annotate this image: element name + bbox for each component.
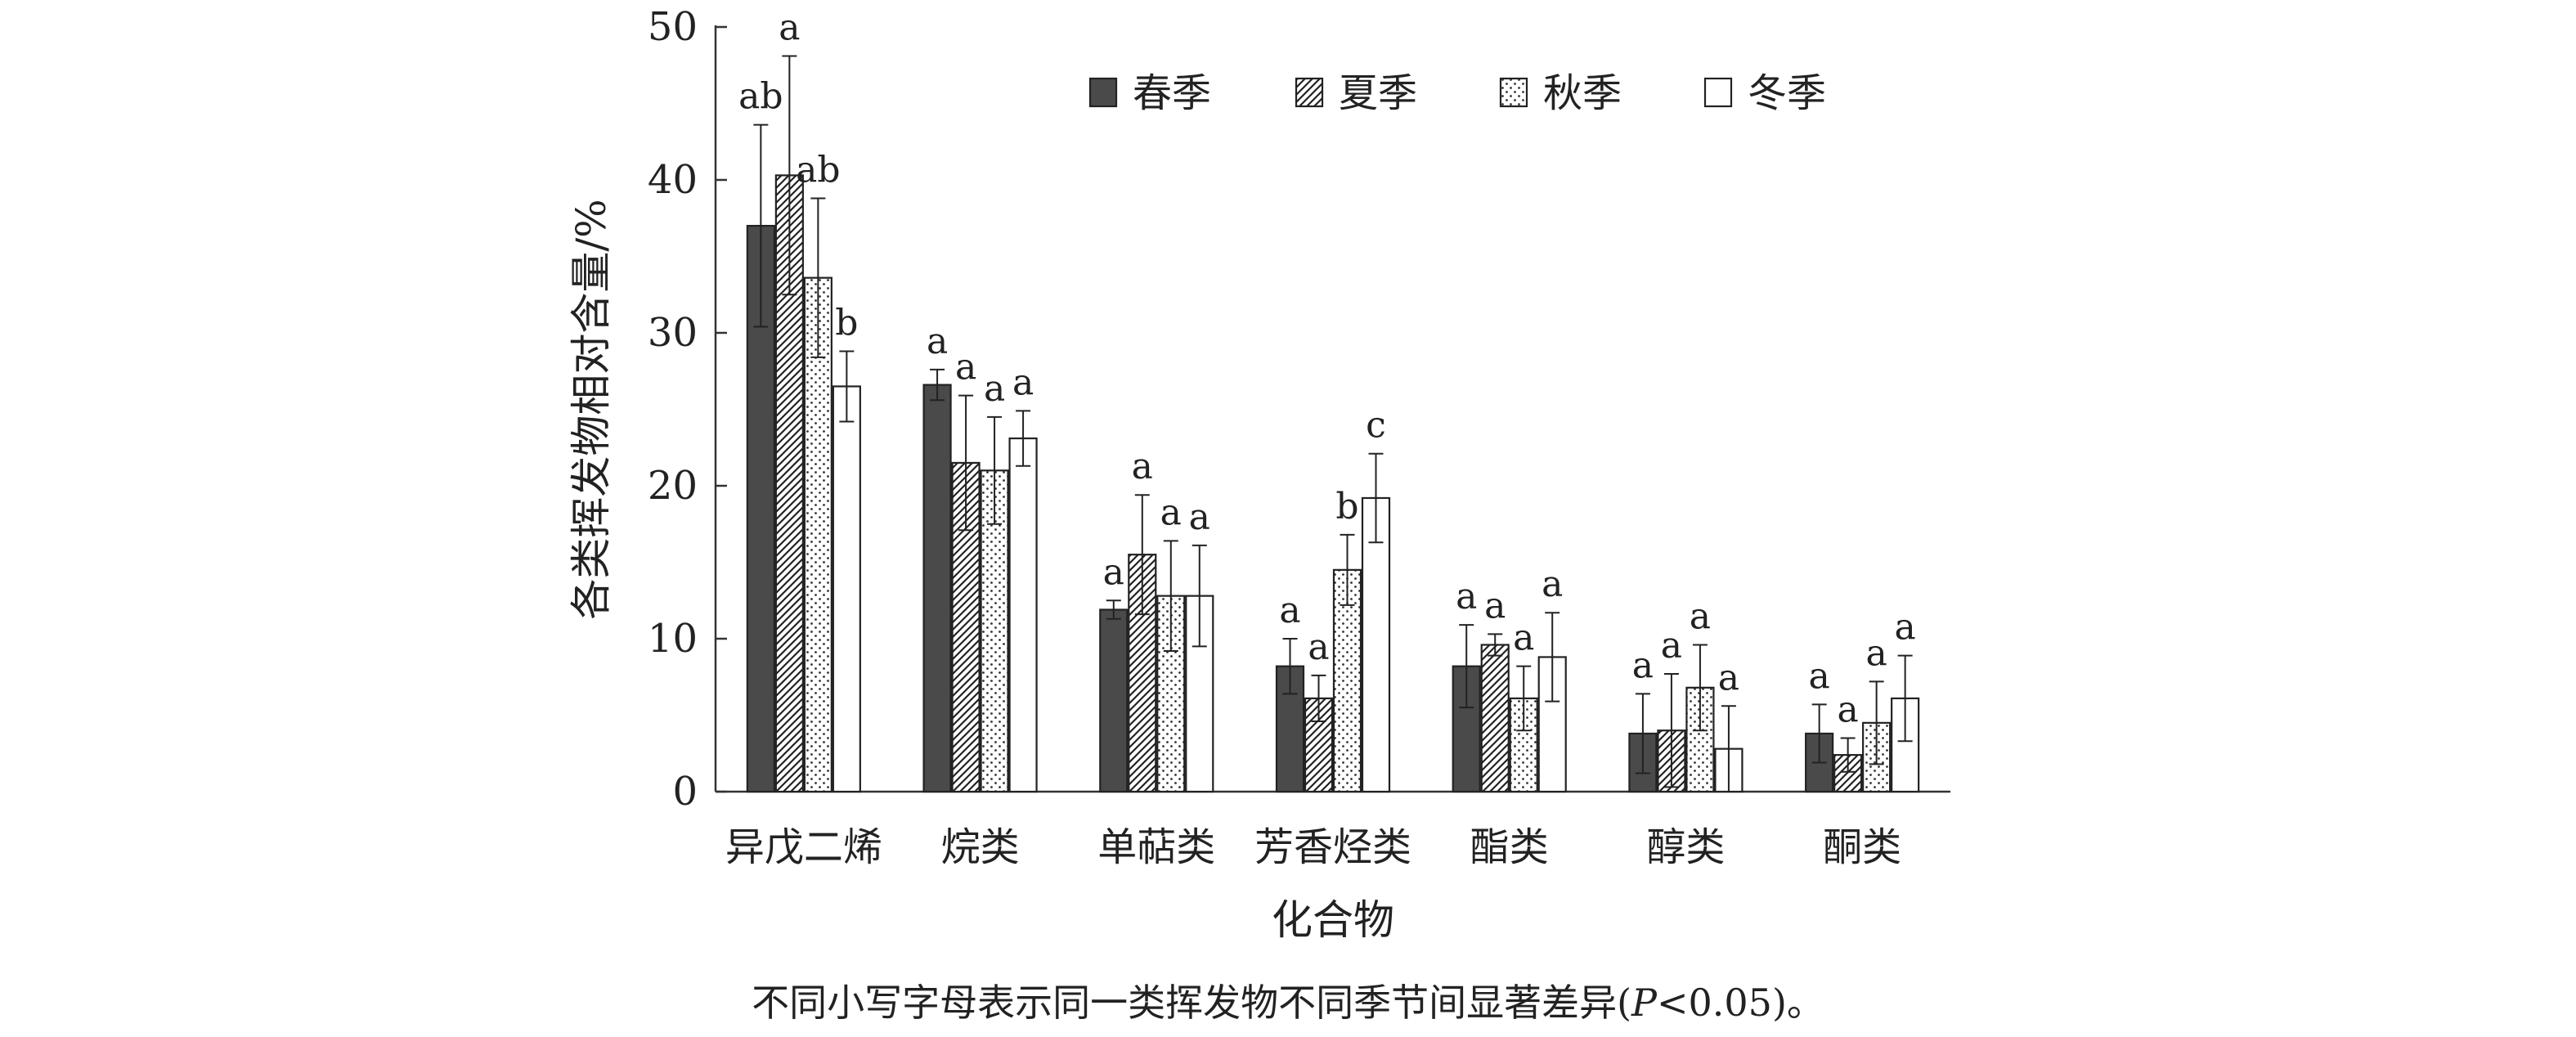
axes: 0 10 20 30 40 50 异戊二烯 烷类 单萜类 芳香烃类 酯类 醇类 酮类 — [648, 4, 1950, 870]
legend-swatch-solid-dark — [1088, 77, 1118, 108]
significance-letter: a — [955, 347, 976, 388]
footnote: 不同小写字母表示同一类挥发物不同季节间显著差异(P<0.05)。 — [0, 973, 2576, 1027]
significance-letter: a — [1866, 632, 1887, 674]
x-category-label: 酮类 — [1823, 824, 1901, 870]
legend: 春季 夏季 秋季 冬季 — [1088, 70, 1826, 116]
x-category-label: 醇类 — [1646, 824, 1725, 870]
legend-label: 夏季 — [1339, 70, 1417, 116]
bar-white — [1361, 496, 1391, 793]
significance-letter: b — [835, 302, 858, 343]
significance-letter: a — [1308, 626, 1329, 668]
x-axis-title: 化合物 — [1272, 896, 1394, 944]
y-tick-label: 20 — [648, 463, 698, 509]
x-category-label: 烷类 — [941, 824, 1020, 870]
y-tick-label: 10 — [648, 616, 698, 662]
significance-letter: a — [1895, 607, 1916, 649]
bar-white — [1008, 437, 1038, 793]
y-tick-label: 50 — [648, 4, 698, 50]
significance-letter: a — [1189, 496, 1210, 538]
significance-letter: a — [1513, 617, 1534, 659]
x-category-label: 单萜类 — [1097, 824, 1215, 870]
bar-solid-dark — [1099, 608, 1129, 793]
significance-letter: ab — [796, 149, 840, 191]
axis-titles: 化合物 各类挥发物相对含量/% — [568, 199, 1394, 944]
significance-letter: a — [1718, 657, 1739, 698]
bar-diagonal-hatch — [1480, 644, 1510, 793]
significance-letter: a — [1661, 625, 1682, 667]
significance-letter: a — [1132, 446, 1153, 487]
bar-dotted — [803, 276, 832, 793]
significance-letter: a — [1484, 585, 1506, 626]
significance-letter: ab — [738, 76, 783, 118]
significance-letter: a — [1632, 644, 1654, 686]
significance-letter: c — [1366, 405, 1386, 447]
significance-letter: a — [1690, 595, 1711, 637]
x-category-label: 芳香烃类 — [1254, 824, 1411, 870]
x-category-label: 异戊二烯 — [725, 824, 882, 870]
legend-label: 春季 — [1133, 70, 1211, 116]
significance-letter: a — [1838, 689, 1859, 731]
footnote-p-variable: P — [1631, 981, 1657, 1025]
error-bars-layer — [753, 55, 1913, 792]
y-tick-label: 30 — [648, 310, 698, 356]
significance-letter: a — [1456, 576, 1477, 617]
legend-label: 冬季 — [1748, 70, 1826, 116]
bar-white — [832, 385, 861, 793]
significance-letter: a — [779, 7, 800, 49]
significance-letter: a — [1160, 492, 1182, 533]
significance-letter: a — [1542, 563, 1563, 605]
legend-label: 秋季 — [1543, 70, 1622, 116]
bars-layer — [746, 174, 1920, 793]
significance-letter: a — [927, 321, 948, 362]
footnote-suffix: <0.05)。 — [1656, 981, 1824, 1025]
significance-letter: a — [984, 368, 1005, 410]
significance-letter: a — [1012, 361, 1034, 403]
y-tick-label: 0 — [672, 769, 698, 815]
legend-swatch-dotted — [1499, 77, 1528, 108]
bar-solid-dark — [922, 384, 952, 793]
legend-swatch-white — [1703, 77, 1733, 108]
footnote-prefix: 不同小写字母表示同一类挥发物不同季节间显著差异( — [752, 981, 1632, 1025]
significance-letter: a — [1279, 590, 1300, 631]
significance-letter: b — [1335, 486, 1358, 527]
bar-dotted — [1332, 568, 1362, 793]
significance-letter: a — [1103, 551, 1124, 593]
y-tick-label: 40 — [648, 157, 698, 203]
y-axis-title: 各类挥发物相对含量/% — [568, 199, 615, 619]
x-category-label: 酯类 — [1470, 824, 1549, 870]
legend-swatch-diagonal-hatch — [1295, 77, 1324, 108]
significance-letter: a — [1809, 655, 1830, 697]
